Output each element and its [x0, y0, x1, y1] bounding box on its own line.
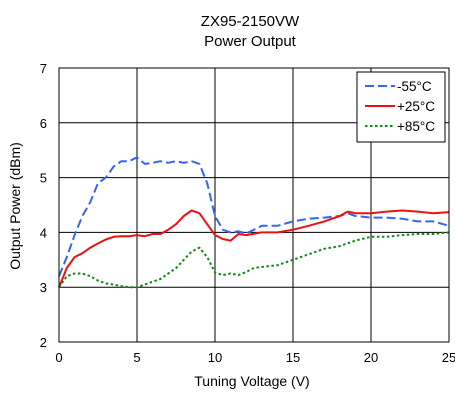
series-line-1 — [58, 209, 450, 288]
y-tick-label: 7 — [40, 61, 47, 76]
chart-title: ZX95-2150VW — [201, 13, 300, 30]
y-tick-label: 6 — [40, 116, 47, 131]
plot-frame — [58, 67, 450, 343]
legend-label-1: +25°C — [397, 99, 435, 114]
y-tick-label: 3 — [40, 280, 47, 295]
series-line-2 — [58, 231, 450, 289]
y-tick-label: 4 — [40, 225, 47, 240]
x-tick-label: 20 — [364, 350, 378, 365]
y-tick-label: 2 — [40, 335, 47, 350]
x-tick-label: 10 — [208, 350, 222, 365]
x-tick-labels: 0 5 10 15 20 25 — [55, 350, 455, 365]
series-line-0 — [58, 156, 450, 277]
x-tick-label: 5 — [133, 350, 140, 365]
legend-label-2: +85°C — [397, 119, 435, 134]
x-tick-label: 0 — [55, 350, 62, 365]
legend: -55°C +25°C +85°C — [356, 71, 446, 143]
x-axis-title: Tuning Voltage (V) — [194, 373, 309, 389]
x-tick-label: 15 — [286, 350, 300, 365]
series-layer — [58, 156, 450, 289]
chart-subtitle: Power Output — [204, 33, 297, 50]
legend-label-0: -55°C — [397, 79, 432, 94]
x-tick-label: 25 — [442, 350, 455, 365]
y-axis-title: Output Power (dBm) — [7, 142, 23, 270]
y-tick-label: 5 — [40, 171, 47, 186]
y-tick-labels: 2 3 4 5 6 7 — [40, 61, 47, 350]
